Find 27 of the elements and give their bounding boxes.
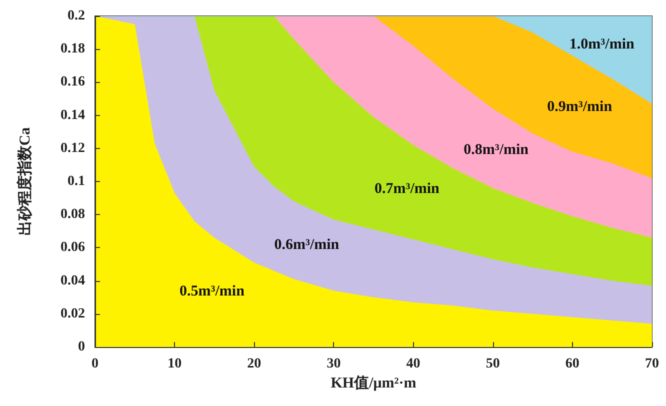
series-label: 0.7m³/min	[374, 181, 440, 198]
y-tick-label: 0	[78, 340, 85, 354]
series-label: 0.6m³/min	[274, 237, 340, 254]
y-tick-label: 0.18	[60, 42, 85, 57]
y-axis-title: 出砂程度指数Ca	[16, 126, 34, 236]
y-tick-label: 0.14	[60, 108, 85, 123]
series-label: 1.0m³/min	[569, 36, 635, 52]
y-tick-label: 0.04	[60, 273, 85, 288]
x-tick-label: 40	[406, 356, 420, 372]
x-tick-label: 60	[565, 356, 580, 372]
x-tick-label: 20	[247, 356, 262, 372]
y-tick-label: 0.02	[60, 306, 85, 322]
x-tick-label: 10	[168, 356, 182, 372]
y-tick-label: 0.2	[68, 8, 85, 24]
x-axis-title: KH值/μm²·m	[330, 374, 417, 392]
series-label: 0.9m³/min	[547, 98, 613, 115]
y-tick-label: 0.08	[60, 207, 85, 222]
series-label: 0.5m³/min	[180, 283, 246, 300]
x-tick-label: 70	[645, 356, 659, 372]
y-tick-label: 0.1	[68, 174, 85, 189]
y-tick-label: 0.12	[60, 140, 85, 156]
x-tick-label: 0	[92, 356, 98, 372]
x-tick-label: 50	[486, 356, 500, 372]
y-tick-label: 0.16	[60, 74, 85, 90]
x-tick-label: 30	[326, 356, 341, 372]
y-tick-label: 0.06	[60, 240, 85, 256]
series-label: 0.8m³/min	[464, 142, 530, 158]
